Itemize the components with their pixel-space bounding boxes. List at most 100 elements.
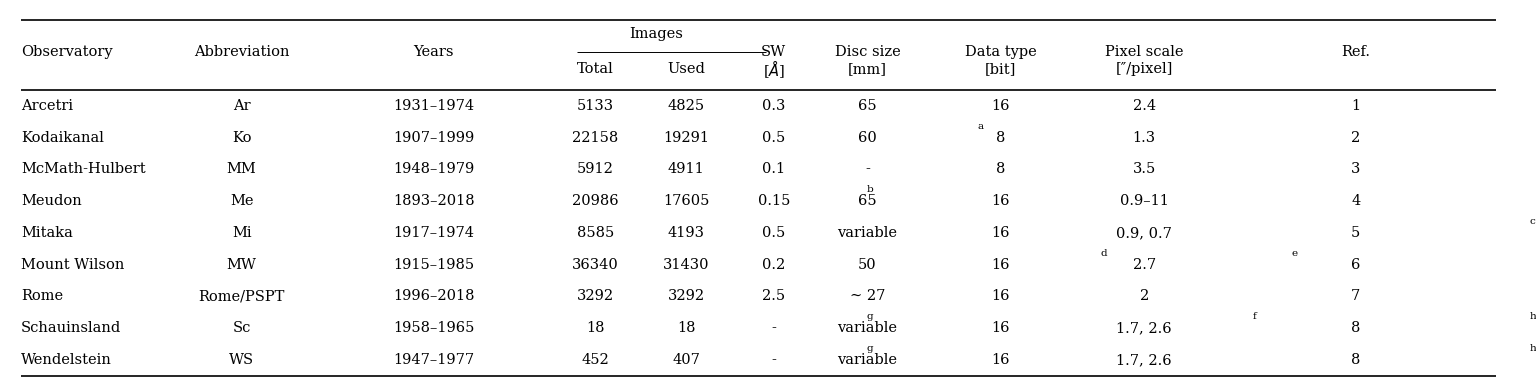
Text: Meudon: Meudon — [22, 194, 81, 208]
Text: Disc size: Disc size — [834, 45, 900, 59]
Text: Mount Wilson: Mount Wilson — [22, 257, 124, 271]
Text: 1.7, 2.6: 1.7, 2.6 — [1117, 353, 1172, 367]
Text: Mitaka: Mitaka — [22, 226, 72, 240]
Text: 8: 8 — [995, 131, 1005, 145]
Text: 36340: 36340 — [571, 257, 619, 271]
Text: Abbreviation: Abbreviation — [194, 45, 289, 59]
Text: 18: 18 — [677, 321, 696, 335]
Text: 407: 407 — [673, 353, 700, 367]
Text: Rome/PSPT: Rome/PSPT — [198, 289, 284, 303]
Text: Schauinsland: Schauinsland — [22, 321, 121, 335]
Text: 1907–1999: 1907–1999 — [393, 131, 475, 145]
Text: Pixel scale: Pixel scale — [1104, 45, 1183, 59]
Text: 2: 2 — [1352, 131, 1361, 145]
Text: 16: 16 — [991, 226, 1009, 240]
Text: 0.2: 0.2 — [762, 257, 785, 271]
Text: SW: SW — [762, 45, 786, 59]
Text: h: h — [1530, 312, 1536, 321]
Text: Years: Years — [413, 45, 455, 59]
Text: 20986: 20986 — [571, 194, 619, 208]
Text: 16: 16 — [991, 289, 1009, 303]
Text: Data type: Data type — [965, 45, 1037, 59]
Text: Wendelstein: Wendelstein — [22, 353, 112, 367]
Text: 1958–1965: 1958–1965 — [393, 321, 475, 335]
Text: ∼ 27: ∼ 27 — [849, 289, 885, 303]
Text: Observatory: Observatory — [22, 45, 112, 59]
Text: variable: variable — [837, 226, 897, 240]
Text: 1893–2018: 1893–2018 — [393, 194, 475, 208]
Text: 5912: 5912 — [578, 162, 614, 176]
Text: 8: 8 — [995, 162, 1005, 176]
Text: 452: 452 — [582, 353, 610, 367]
Text: MW: MW — [227, 257, 257, 271]
Text: 16: 16 — [991, 99, 1009, 113]
Text: e: e — [1292, 248, 1298, 257]
Text: 3.5: 3.5 — [1132, 162, 1155, 176]
Text: d: d — [1100, 248, 1107, 257]
Text: f: f — [1253, 312, 1256, 321]
Text: Total: Total — [578, 62, 614, 76]
Text: 1996–2018: 1996–2018 — [393, 289, 475, 303]
Text: 1947–1977: 1947–1977 — [393, 353, 475, 367]
Text: 1915–1985: 1915–1985 — [393, 257, 475, 271]
Text: 1.7, 2.6: 1.7, 2.6 — [1117, 321, 1172, 335]
Text: 3: 3 — [1352, 162, 1361, 176]
Text: Kodaikanal: Kodaikanal — [22, 131, 104, 145]
Text: 0.1: 0.1 — [762, 162, 785, 176]
Text: a: a — [978, 122, 985, 131]
Text: 16: 16 — [991, 194, 1009, 208]
Text: 1: 1 — [1352, 99, 1361, 113]
Text: 5133: 5133 — [578, 99, 614, 113]
Text: -: - — [771, 353, 776, 367]
Text: 3292: 3292 — [668, 289, 705, 303]
Text: Me: Me — [230, 194, 253, 208]
Text: 17605: 17605 — [664, 194, 710, 208]
Text: 16: 16 — [991, 257, 1009, 271]
Text: 0.9–11: 0.9–11 — [1120, 194, 1169, 208]
Text: 8585: 8585 — [578, 226, 614, 240]
Text: g: g — [866, 312, 874, 321]
Text: variable: variable — [837, 353, 897, 367]
Text: 31430: 31430 — [664, 257, 710, 271]
Text: 2.4: 2.4 — [1132, 99, 1155, 113]
Text: 16: 16 — [991, 321, 1009, 335]
Text: 5: 5 — [1352, 226, 1361, 240]
Text: Ar: Ar — [233, 99, 250, 113]
Text: Sc: Sc — [232, 321, 250, 335]
Text: Rome: Rome — [22, 289, 63, 303]
Text: 7: 7 — [1352, 289, 1361, 303]
Text: 0.3: 0.3 — [762, 99, 785, 113]
Text: 19291: 19291 — [664, 131, 710, 145]
Text: h: h — [1530, 344, 1536, 353]
Text: 2.7: 2.7 — [1132, 257, 1155, 271]
Text: variable: variable — [837, 321, 897, 335]
Text: Used: Used — [667, 62, 705, 76]
Text: 4825: 4825 — [668, 99, 705, 113]
Text: c: c — [1530, 217, 1536, 226]
Text: 2.5: 2.5 — [762, 289, 785, 303]
Text: [bit]: [bit] — [985, 62, 1017, 76]
Text: -: - — [865, 162, 869, 176]
Text: -: - — [771, 321, 776, 335]
Text: McMath-Hulbert: McMath-Hulbert — [22, 162, 146, 176]
Text: 0.15: 0.15 — [757, 194, 790, 208]
Text: 8: 8 — [1352, 321, 1361, 335]
Text: 0.5: 0.5 — [762, 226, 785, 240]
Text: 2: 2 — [1140, 289, 1149, 303]
Text: 8: 8 — [1352, 353, 1361, 367]
Text: 1948–1979: 1948–1979 — [393, 162, 475, 176]
Text: 16: 16 — [991, 353, 1009, 367]
Text: [$\AA$]: [$\AA$] — [763, 58, 785, 80]
Text: MM: MM — [227, 162, 257, 176]
Text: 65: 65 — [859, 99, 877, 113]
Text: 1931–1974: 1931–1974 — [393, 99, 475, 113]
Text: Images: Images — [628, 27, 684, 41]
Text: 4911: 4911 — [668, 162, 705, 176]
Text: 60: 60 — [859, 131, 877, 145]
Text: 3292: 3292 — [578, 289, 614, 303]
Text: g: g — [866, 344, 874, 353]
Text: 0.5: 0.5 — [762, 131, 785, 145]
Text: Mi: Mi — [232, 226, 252, 240]
Text: 50: 50 — [859, 257, 877, 271]
Text: b: b — [866, 185, 874, 194]
